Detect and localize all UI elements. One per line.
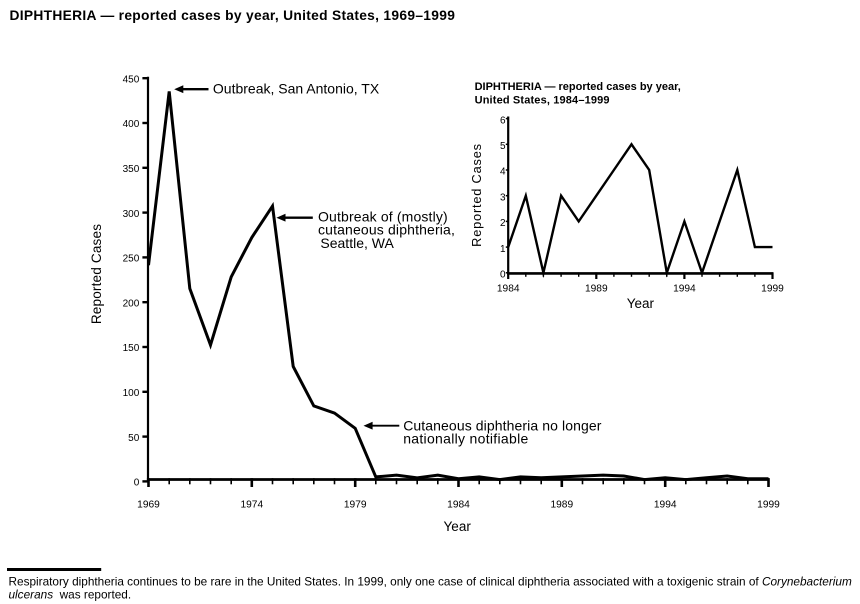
svg-text:150: 150 [123, 343, 140, 354]
svg-text:0: 0 [134, 478, 140, 489]
svg-text:Reported Cases: Reported Cases [89, 224, 104, 324]
svg-text:1989: 1989 [550, 500, 573, 511]
svg-text:Seattle, WA: Seattle, WA [320, 235, 394, 251]
svg-text:100: 100 [123, 388, 140, 399]
svg-text:0: 0 [500, 270, 506, 281]
svg-text:DIPHTHERIA — reported cases by: DIPHTHERIA — reported cases by year, [475, 81, 681, 93]
svg-text:1969: 1969 [137, 500, 160, 511]
svg-text:6: 6 [500, 115, 506, 126]
svg-text:1999: 1999 [757, 500, 780, 511]
svg-text:Cutaneous diphtheria no longer: Cutaneous diphtheria no longer [403, 417, 602, 433]
svg-text:1999: 1999 [761, 284, 784, 295]
svg-text:DIPHTHERIA — reported cases by: DIPHTHERIA — reported cases by year, Uni… [10, 8, 456, 23]
svg-text:350: 350 [123, 164, 140, 175]
svg-text:1: 1 [500, 244, 506, 255]
svg-text:5: 5 [500, 141, 506, 152]
svg-text:Year: Year [627, 296, 655, 311]
svg-text:Reported Cases: Reported Cases [469, 143, 484, 247]
svg-text:cutaneous diphtheria,: cutaneous diphtheria, [318, 222, 455, 238]
svg-text:Outbreak of (mostly): Outbreak of (mostly) [318, 209, 448, 225]
svg-text:200: 200 [123, 298, 140, 309]
svg-text:3: 3 [500, 192, 506, 203]
svg-text:Year: Year [444, 519, 472, 534]
svg-text:1984: 1984 [497, 284, 520, 295]
svg-text:Respiratory diphtheria continu: Respiratory diphtheria continues to be r… [9, 575, 852, 589]
svg-text:50: 50 [128, 433, 140, 444]
svg-text:nationally notifiable: nationally notifiable [403, 430, 528, 446]
svg-text:450: 450 [123, 74, 140, 85]
svg-text:United States, 1984–1999: United States, 1984–1999 [475, 94, 610, 106]
svg-text:Outbreak, San Antonio, TX: Outbreak, San Antonio, TX [213, 81, 380, 97]
svg-text:250: 250 [123, 254, 140, 265]
svg-text:1974: 1974 [240, 500, 263, 511]
svg-text:1994: 1994 [673, 284, 696, 295]
svg-text:300: 300 [123, 209, 140, 220]
svg-text:1979: 1979 [344, 500, 367, 511]
svg-text:1994: 1994 [654, 500, 677, 511]
svg-text:400: 400 [123, 119, 140, 130]
svg-text:2: 2 [500, 218, 506, 229]
svg-text:ulcerans was reported.: ulcerans was reported. [9, 588, 132, 602]
svg-text:4: 4 [500, 167, 506, 178]
svg-text:1989: 1989 [585, 284, 608, 295]
svg-text:1984: 1984 [447, 500, 470, 511]
